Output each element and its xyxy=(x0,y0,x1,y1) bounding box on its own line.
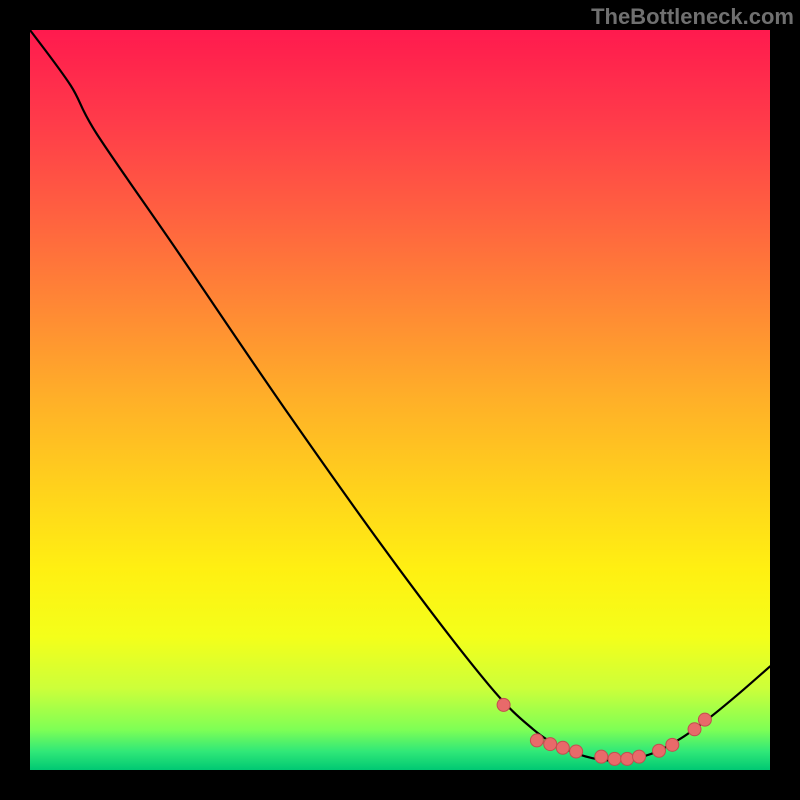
data-marker xyxy=(530,734,543,747)
data-marker xyxy=(556,741,569,754)
data-marker xyxy=(595,750,608,763)
data-marker xyxy=(497,698,510,711)
data-marker xyxy=(544,738,557,751)
plot-background xyxy=(30,30,770,770)
data-marker xyxy=(570,745,583,758)
data-marker xyxy=(653,744,666,757)
data-marker xyxy=(688,723,701,736)
data-marker xyxy=(621,752,634,765)
data-marker xyxy=(698,713,711,726)
data-marker xyxy=(666,738,679,751)
data-marker xyxy=(608,752,621,765)
bottleneck-chart: TheBottleneck.com xyxy=(0,0,800,800)
attribution-label: TheBottleneck.com xyxy=(591,4,794,29)
data-marker xyxy=(633,750,646,763)
